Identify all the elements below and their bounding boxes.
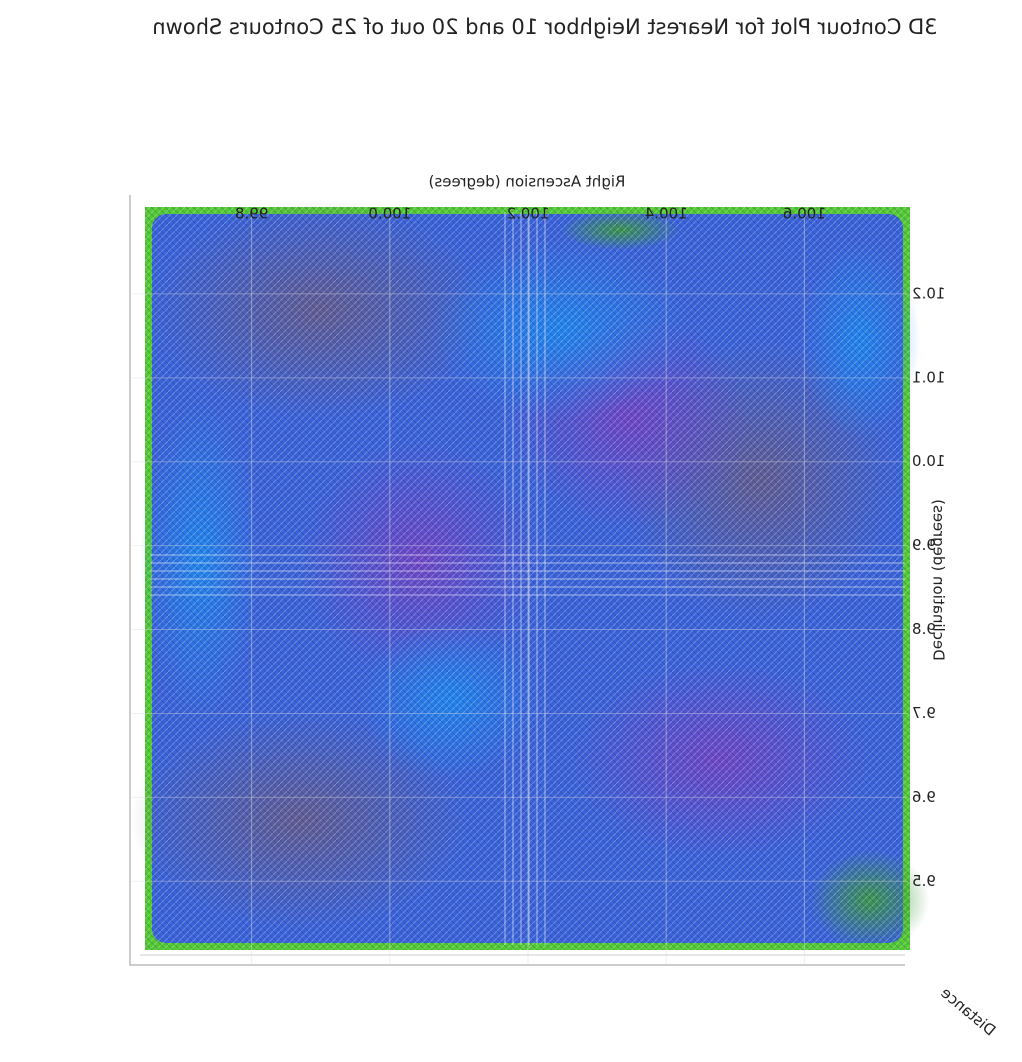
- x-tick-label: 100.4: [645, 205, 688, 223]
- y-tick-label: 10.2: [912, 284, 945, 302]
- y-axis-label: Declination (degrees): [930, 499, 948, 661]
- chart-title: 3D Contour Plot for Nearest Neighbor 10 …: [152, 15, 937, 39]
- y-tick-label: 9.9: [912, 536, 936, 554]
- contour-field: [130, 200, 930, 950]
- x-tick-label: 100.6: [783, 205, 826, 223]
- x-tick-label: 100.2: [507, 205, 550, 223]
- y-tick-label: 10.0: [912, 452, 945, 470]
- y-tick-label: 9.8: [912, 620, 936, 638]
- x-tick-label: 100.0: [368, 205, 411, 223]
- y-tick-label: 9.5: [912, 872, 936, 890]
- x-tick-label: 99.8: [235, 205, 268, 223]
- y-tick-label: 10.1: [912, 368, 945, 386]
- y-tick-label: 9.6: [912, 788, 936, 806]
- z-axis-label: Distance: [937, 984, 999, 1040]
- y-tick-label: 9.7: [912, 704, 936, 722]
- x-axis-label: Right Ascension (degrees): [429, 173, 626, 191]
- axes-box: [129, 195, 905, 966]
